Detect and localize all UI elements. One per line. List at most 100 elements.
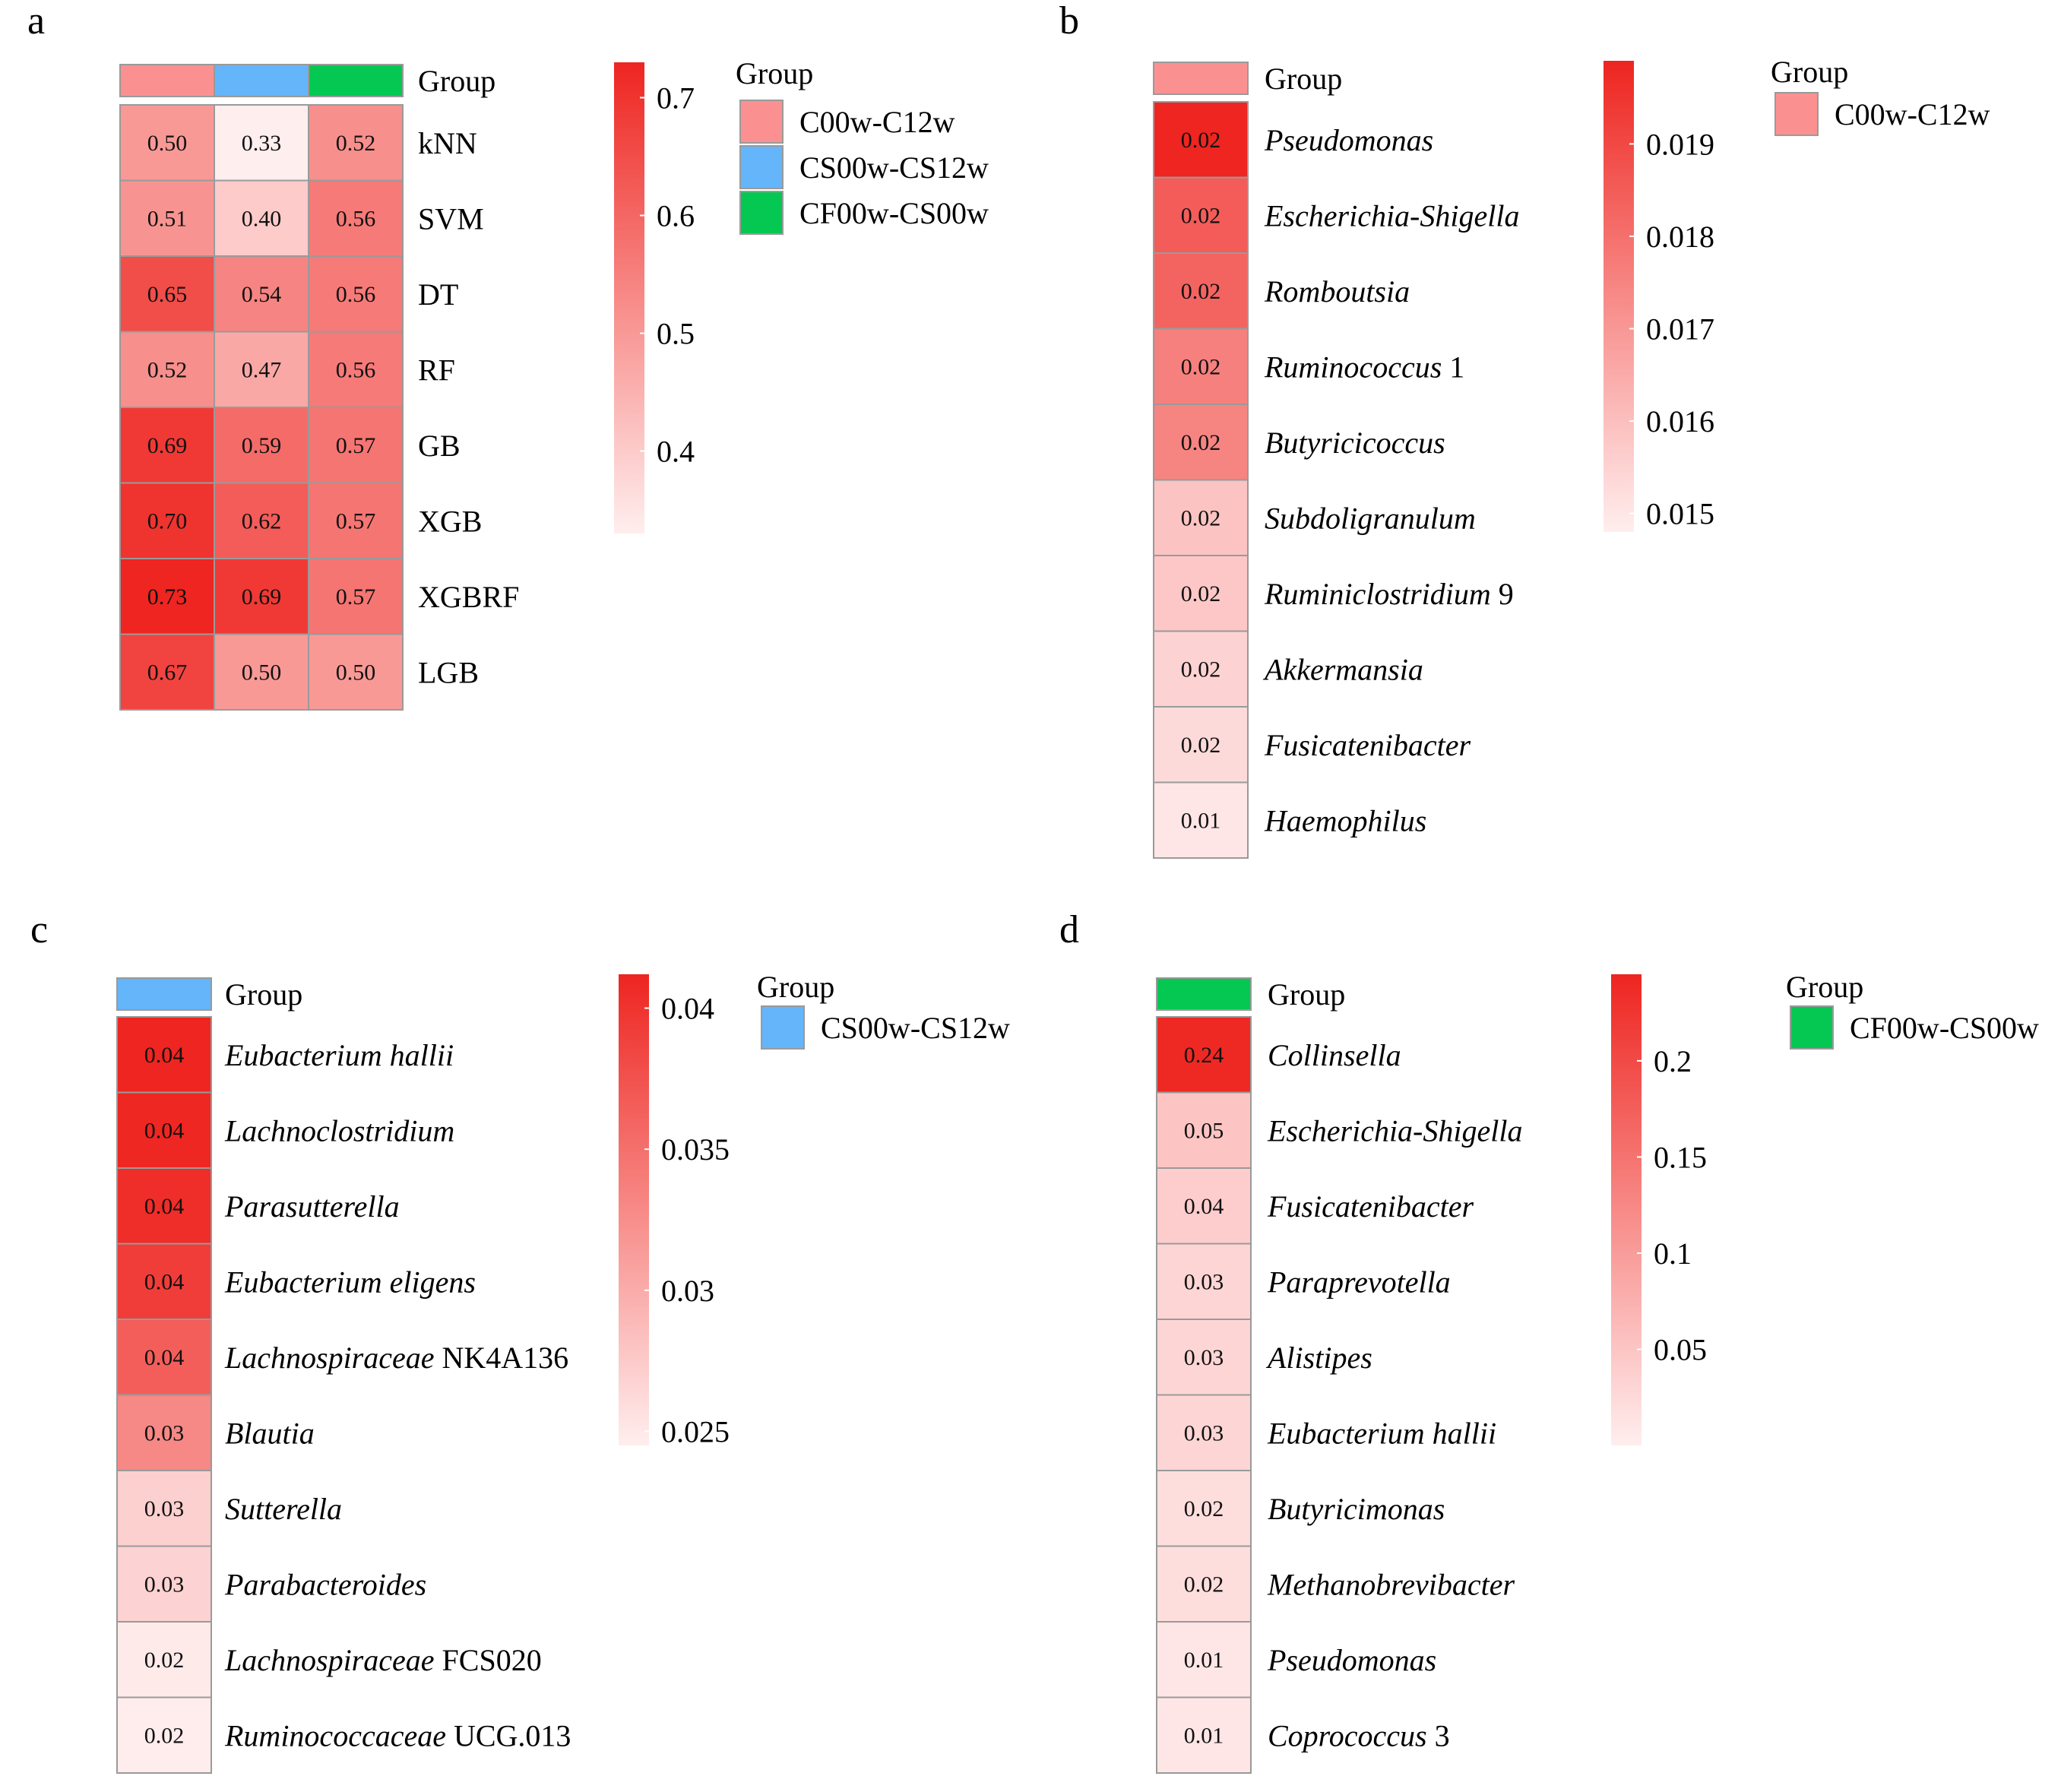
cell-value-label: 0.57 bbox=[336, 433, 376, 458]
row-label: XGB bbox=[418, 504, 482, 538]
row-label: LGB bbox=[418, 655, 479, 689]
row-label-italic: Eubacterium hallii bbox=[1267, 1416, 1496, 1450]
cell-value-label: 0.01 bbox=[1181, 808, 1221, 833]
row-label-italic: Eubacterium hallii bbox=[224, 1038, 454, 1072]
cell-value-label: 0.51 bbox=[147, 206, 188, 231]
cell-value-label: 0.69 bbox=[242, 584, 282, 609]
panel-b-heatmap: Group 0.02 Pseudomonas 0.02 Escherichia-Shig… bbox=[1153, 55, 1990, 859]
group-annotation-cell-cf00w-cs00w bbox=[1156, 977, 1252, 1011]
legend-swatch-cs00w-cs12w bbox=[761, 1005, 805, 1050]
row-label: Akkermansia bbox=[1262, 652, 1423, 686]
group-annotation-label: Group bbox=[1268, 977, 1345, 1012]
row-label: Fusicatenibacter bbox=[1264, 728, 1471, 762]
row-label-italic: Parasutterella bbox=[224, 1189, 400, 1224]
heatmap-cell bbox=[1153, 630, 1249, 708]
row-label: Pseudomonas bbox=[1267, 1643, 1436, 1677]
heatmap-cell bbox=[1156, 1016, 1252, 1094]
cell-value-label: 0.50 bbox=[242, 660, 282, 685]
row-label: Butyricicoccus bbox=[1265, 426, 1445, 460]
cell-value-label: 0.04 bbox=[144, 1043, 185, 1068]
legend-title: Group bbox=[736, 56, 813, 90]
row-label-italic: Collinsella bbox=[1268, 1038, 1401, 1072]
colorbar-tick-label: 0.15 bbox=[1654, 1140, 1707, 1174]
heatmap-cell bbox=[1156, 1696, 1252, 1774]
cell-value-label: 0.02 bbox=[1181, 581, 1221, 606]
row-label: Pseudomonas bbox=[1264, 123, 1433, 157]
colorbar-tick-label: 0.016 bbox=[1646, 404, 1714, 439]
group-annotation-cell-cs00w-cs12w bbox=[214, 64, 309, 97]
colorbar-tick-label: 0.017 bbox=[1646, 312, 1714, 347]
row-label-italic: Fusicatenibacter bbox=[1267, 1189, 1474, 1224]
row-label-text: LGB bbox=[418, 655, 479, 689]
heatmap-cell bbox=[214, 407, 309, 484]
cell-value-label: 0.56 bbox=[336, 357, 376, 382]
row-label: Haemophilus bbox=[1264, 803, 1426, 837]
row-label: Alistipes bbox=[1265, 1341, 1372, 1375]
cell-value-label: 0.04 bbox=[144, 1194, 185, 1219]
cell-value-label: 0.04 bbox=[144, 1269, 185, 1294]
cell-value-label: 0.03 bbox=[144, 1420, 185, 1445]
row-label: Escherichia-Shigella bbox=[1267, 1113, 1522, 1148]
row-label-suffix: UCG.013 bbox=[446, 1718, 571, 1752]
row-label: RF bbox=[418, 353, 455, 387]
row-label-italic: Blautia bbox=[225, 1416, 315, 1450]
row-label-text: SVM bbox=[418, 201, 484, 236]
cell-value-label: 0.56 bbox=[336, 206, 376, 231]
colorbar-tick-label: 0.2 bbox=[1654, 1044, 1692, 1078]
row-label-italic: Romboutsia bbox=[1264, 274, 1410, 309]
heatmap-cell bbox=[119, 331, 215, 408]
heatmap-cell bbox=[119, 558, 215, 635]
row-label: Fusicatenibacter bbox=[1267, 1189, 1474, 1224]
row-label-italic: Subdoligranulum bbox=[1265, 501, 1476, 535]
panel-label-c: c bbox=[30, 908, 48, 951]
heatmap-cell bbox=[1153, 555, 1249, 632]
cell-value-label: 0.47 bbox=[242, 357, 282, 382]
colorbar-tick-label: 0.035 bbox=[661, 1132, 730, 1167]
row-label-text: XGB bbox=[418, 504, 482, 538]
cell-value-label: 0.03 bbox=[1184, 1269, 1224, 1294]
group-annotation-label: Group bbox=[1265, 62, 1342, 96]
cell-value-label: 0.62 bbox=[242, 508, 282, 533]
legend-item-label: CS00w-CS12w bbox=[799, 150, 989, 185]
heatmap-cell bbox=[1153, 404, 1249, 481]
row-label: Eubacterium hallii bbox=[1267, 1416, 1496, 1450]
colorbar-tick-label: 0.7 bbox=[657, 81, 695, 116]
row-label: Coprococcus 3 bbox=[1268, 1718, 1450, 1752]
heatmap-cell bbox=[1153, 252, 1249, 330]
colorbar-tick-label: 0.015 bbox=[1646, 497, 1714, 531]
heatmap-cell bbox=[119, 104, 215, 182]
row-label: Parabacteroides bbox=[224, 1567, 426, 1601]
cell-value-label: 0.52 bbox=[336, 131, 376, 156]
cell-value-label: 0.04 bbox=[144, 1118, 185, 1143]
group-annotation-cell-cf00w-cs00w bbox=[308, 64, 404, 97]
legend-item-label: C00w-C12w bbox=[799, 105, 955, 139]
colorbar-tick-label: 0.05 bbox=[1654, 1332, 1707, 1366]
heatmap-cell bbox=[308, 558, 404, 635]
row-label: Lachnospiraceae FCS020 bbox=[224, 1643, 542, 1677]
heatmap-cell bbox=[308, 104, 404, 182]
group-annotation-label: Group bbox=[225, 977, 302, 1012]
row-label-italic: Ruminococcaceae bbox=[224, 1718, 446, 1752]
cell-value-label: 0.03 bbox=[144, 1496, 185, 1521]
cell-value-label: 0.02 bbox=[1181, 430, 1221, 455]
row-label: Subdoligranulum bbox=[1265, 501, 1476, 535]
row-label: DT bbox=[418, 277, 458, 312]
cell-value-label: 0.05 bbox=[1184, 1118, 1224, 1143]
colorbar-tick-label: 0.1 bbox=[1654, 1236, 1692, 1271]
cell-value-label: 0.54 bbox=[242, 282, 282, 307]
row-label-italic: Alistipes bbox=[1265, 1341, 1372, 1375]
row-label-italic: Lachnospiraceae bbox=[224, 1643, 435, 1677]
row-label-italic: Pseudomonas bbox=[1267, 1643, 1436, 1677]
colorbar bbox=[1611, 974, 1642, 1445]
row-label: XGBRF bbox=[418, 580, 519, 614]
cell-value-label: 0.02 bbox=[1181, 128, 1221, 153]
panel-label-a: a bbox=[27, 0, 45, 43]
row-label: Parasutterella bbox=[224, 1189, 400, 1224]
row-label: Eubacterium hallii bbox=[224, 1038, 454, 1072]
row-label: Butyricimonas bbox=[1268, 1492, 1445, 1526]
heatmap-cell bbox=[116, 1016, 212, 1094]
heatmap-cell bbox=[1153, 706, 1249, 784]
cell-value-label: 0.02 bbox=[1181, 657, 1221, 682]
row-label: kNN bbox=[418, 126, 477, 160]
